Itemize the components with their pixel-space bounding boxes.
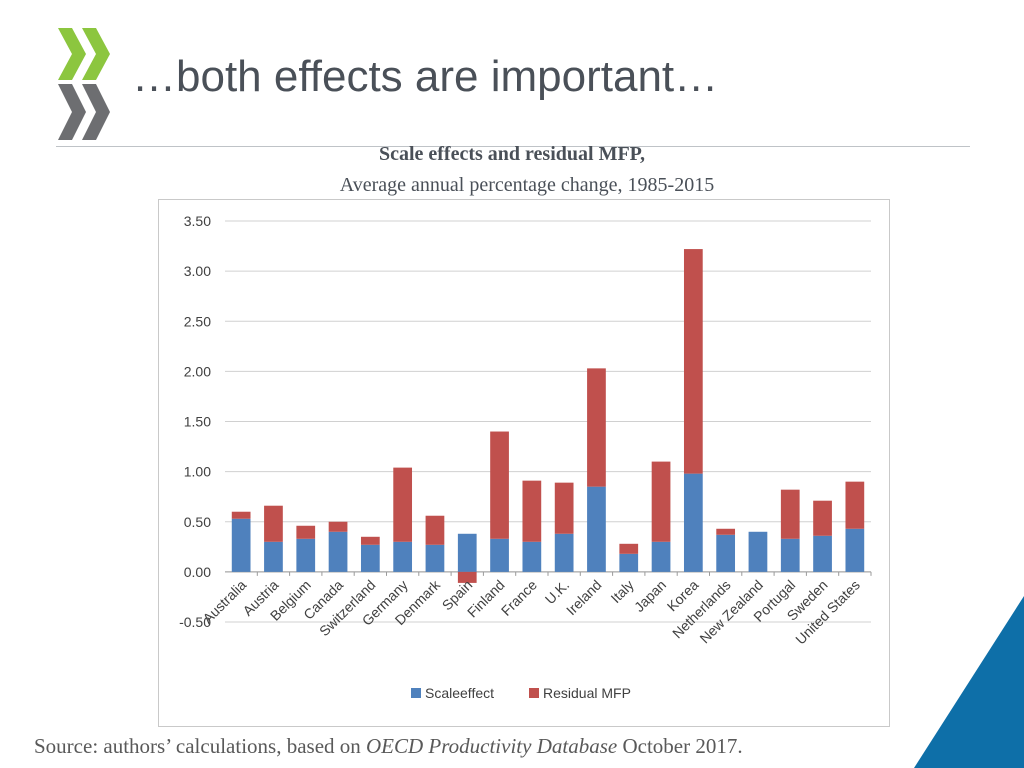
x-category-label: Japan bbox=[631, 577, 669, 615]
bar-scaleeffect bbox=[264, 541, 283, 572]
x-category-label: Ireland bbox=[563, 577, 605, 619]
y-tick-label: 3.00 bbox=[184, 263, 211, 279]
x-category-label: France bbox=[498, 577, 540, 619]
legend-label: Scaleeffect bbox=[425, 685, 494, 701]
chart-title: Scale effects and residual MFP, bbox=[378, 143, 646, 165]
bar-scaleeffect bbox=[393, 541, 413, 572]
y-tick-label: 1.00 bbox=[184, 464, 211, 480]
bar-scaleeffect bbox=[231, 518, 251, 572]
bar-residual-mfp bbox=[425, 515, 445, 545]
stacked-bar-chart: -0.50 0.00 0.50 1.00 1.50 2.00 2.50 3.00 3.50 Aus… bbox=[179, 213, 872, 701]
title-divider bbox=[56, 146, 970, 147]
bar-residual-mfp bbox=[264, 505, 283, 542]
bar-scaleeffect bbox=[554, 533, 574, 572]
chart-subtitle: Average annual percentage change, 1985-2… bbox=[339, 174, 715, 196]
bar-scaleeffect bbox=[780, 538, 800, 572]
bar-residual-mfp bbox=[683, 249, 703, 474]
bar-scaleeffect bbox=[716, 534, 736, 572]
bar-scaleeffect bbox=[360, 544, 380, 572]
bar-scaleeffect bbox=[748, 531, 768, 572]
source-prefix: Source: authors’ calculations, based on bbox=[34, 734, 367, 758]
legend-swatch bbox=[411, 688, 421, 698]
bar-scaleeffect bbox=[490, 538, 509, 572]
bar-residual-mfp bbox=[328, 521, 348, 532]
bar-scaleeffect bbox=[425, 544, 445, 572]
bar-scaleeffect bbox=[683, 473, 703, 572]
bar-scaleeffect bbox=[522, 541, 542, 572]
bar-residual-mfp bbox=[845, 481, 865, 529]
bar-residual-mfp bbox=[619, 543, 639, 554]
bar-scaleeffect bbox=[813, 535, 832, 572]
bar-residual-mfp bbox=[780, 489, 800, 539]
bar-residual-mfp bbox=[296, 525, 316, 539]
bar-residual-mfp bbox=[716, 528, 736, 535]
source-database: OECD Productivity Database bbox=[366, 734, 618, 758]
chart-frame: -0.50 0.00 0.50 1.00 1.50 2.00 2.50 3.00 3.50 Aus… bbox=[158, 199, 890, 727]
legend-swatch bbox=[529, 688, 539, 698]
bar-residual-mfp bbox=[651, 461, 671, 542]
bar-scaleeffect bbox=[296, 538, 316, 572]
x-category-label: Australia bbox=[199, 577, 249, 627]
bar-scaleeffect bbox=[619, 553, 639, 572]
bar-scaleeffect bbox=[457, 533, 477, 572]
bar-residual-mfp bbox=[360, 536, 380, 545]
bar-residual-mfp bbox=[393, 467, 413, 542]
bar-residual-mfp bbox=[554, 482, 574, 534]
bar-scaleeffect bbox=[587, 486, 606, 572]
y-tick-label: 2.50 bbox=[184, 313, 211, 329]
bar-residual-mfp bbox=[231, 511, 251, 519]
y-tick-label: 0.50 bbox=[184, 514, 211, 530]
source-note: Source: authors’ calculations, based on … bbox=[34, 734, 743, 759]
y-tick-label: 2.00 bbox=[184, 363, 211, 379]
slide-title: …both effects are important… bbox=[132, 52, 719, 101]
bar-residual-mfp bbox=[522, 480, 542, 542]
bar-scaleeffect bbox=[845, 528, 865, 572]
source-suffix: October 2017. bbox=[617, 734, 743, 758]
y-tick-label: 0.00 bbox=[184, 564, 211, 580]
oecd-logo-chevrons-icon bbox=[58, 28, 110, 140]
corner-decoration-icon bbox=[914, 596, 1024, 768]
bar-residual-mfp bbox=[490, 431, 509, 539]
y-tick-label: 3.50 bbox=[184, 213, 211, 229]
y-tick-label: -0.50 bbox=[179, 614, 211, 630]
bar-residual-mfp bbox=[457, 571, 477, 583]
bar-scaleeffect bbox=[328, 531, 348, 572]
bar-residual-mfp bbox=[587, 368, 606, 487]
bar-scaleeffect bbox=[651, 541, 671, 572]
bar-residual-mfp bbox=[813, 500, 832, 536]
y-tick-label: 1.50 bbox=[184, 414, 211, 430]
legend-label: Residual MFP bbox=[543, 685, 631, 701]
